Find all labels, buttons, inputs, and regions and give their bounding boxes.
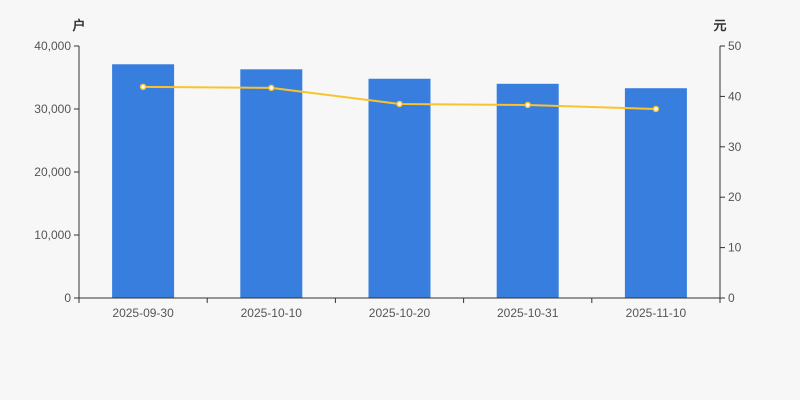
left-axis-tick-label: 0 [64,291,71,305]
left-axis-tick-label: 20,000 [34,165,71,179]
bar-2025-10-10[interactable] [240,69,303,298]
right-axis-tick-label: 20 [728,190,742,204]
line-point-2025-10-10[interactable] [268,84,275,92]
x-axis-label: 2025-09-30 [112,306,174,320]
bar-2025-10-20[interactable] [368,78,431,298]
x-axis-label: 2025-10-20 [369,306,431,320]
left-axis-name: 户 [72,18,85,33]
right-axis-name: 元 [713,18,726,33]
left-axis-tick-label: 10,000 [34,228,71,242]
left-axis-tick-label: 40,000 [34,39,71,53]
line-point-2025-10-20[interactable] [396,100,403,108]
right-axis-tick-label: 40 [728,89,742,103]
x-axis-label: 2025-10-31 [497,306,559,320]
bar-2025-10-31[interactable] [496,83,559,298]
left-axis-tick-label: 30,000 [34,102,71,116]
right-axis-tick-label: 50 [728,39,742,53]
right-axis-tick-label: 30 [728,140,742,154]
line-point-2025-11-10[interactable] [652,105,660,113]
bar-2025-11-10[interactable] [624,88,687,299]
right-axis-tick-label: 10 [728,241,742,255]
line-point-2025-10-31[interactable] [524,101,531,109]
line-point-2025-09-30[interactable] [139,83,147,91]
x-axis-label: 2025-11-10 [626,306,687,320]
right-axis-tick-label: 0 [728,291,735,305]
x-axis-label: 2025-10-10 [241,306,303,320]
bar-2025-09-30[interactable] [112,64,175,299]
